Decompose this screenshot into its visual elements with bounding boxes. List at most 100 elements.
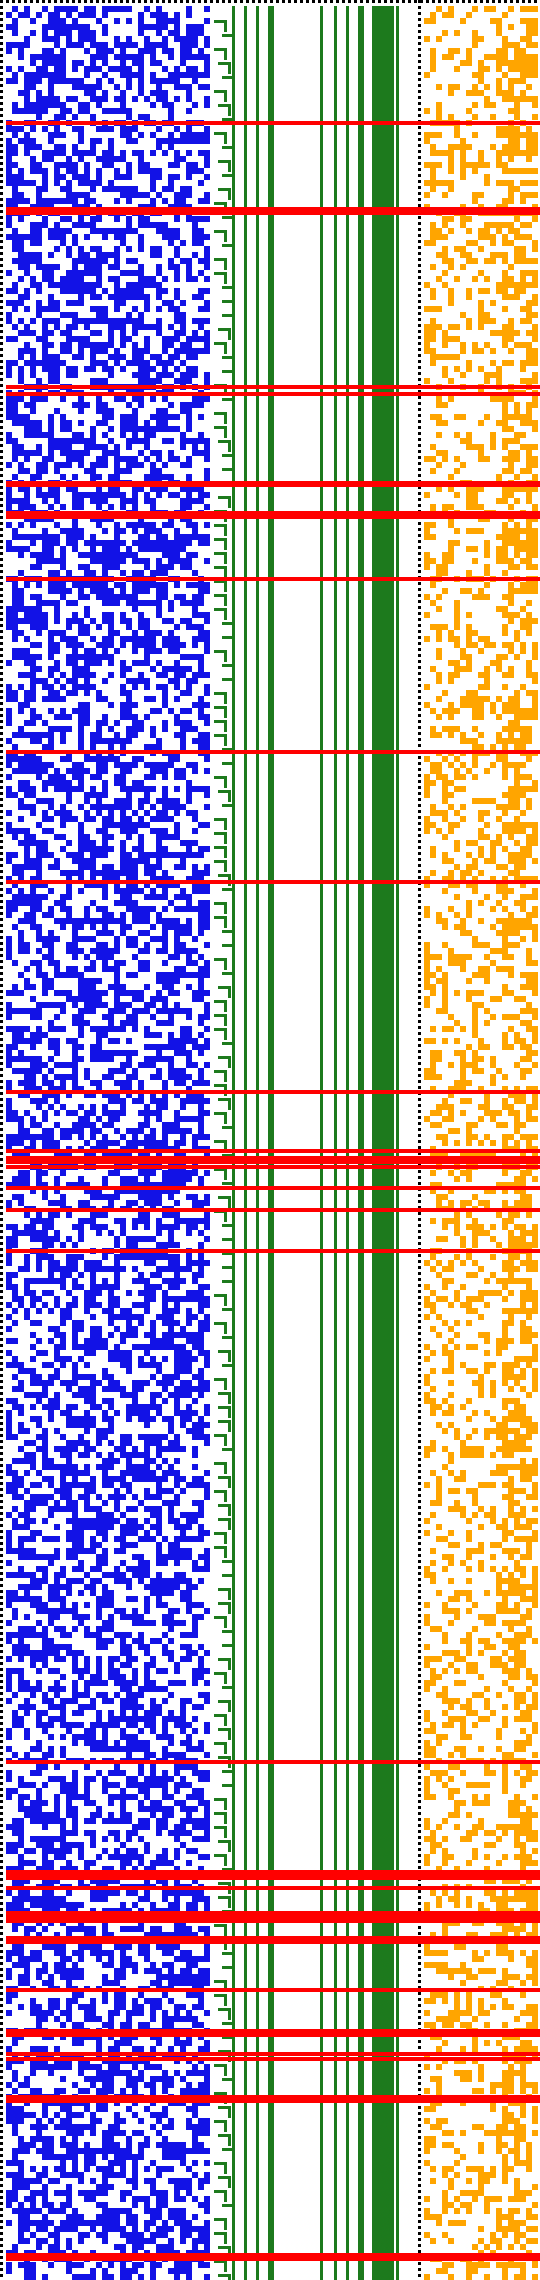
grid-cell <box>114 780 120 786</box>
grid-cell <box>6 432 12 438</box>
frame-dot <box>0 2034 3 2037</box>
frame-dot <box>418 1578 421 1581</box>
grid-cell <box>72 264 78 270</box>
grid-cell <box>84 102 90 108</box>
grid-cell <box>30 1140 36 1146</box>
grid-cell <box>24 306 30 312</box>
frame-dot <box>0 822 3 825</box>
grid-cell <box>30 960 36 966</box>
grid-cell <box>114 252 120 258</box>
grid-cell <box>78 594 84 600</box>
frame-dot <box>0 978 3 981</box>
grid-cell <box>12 1044 18 1050</box>
grid-cell <box>174 492 180 498</box>
grid-cell <box>198 876 204 882</box>
frame-dot <box>418 870 421 873</box>
grid-cell <box>42 1128 48 1134</box>
grid-cell <box>120 1026 126 1032</box>
grid-cell <box>30 522 36 528</box>
grid-cell <box>102 60 108 66</box>
grid-cell <box>78 78 84 84</box>
grid-cell <box>108 564 114 570</box>
grid-cell <box>198 744 204 750</box>
grid-cell <box>198 492 204 498</box>
grid-cell <box>108 738 114 744</box>
frame-dot <box>0 1344 3 1347</box>
grid-cell <box>24 966 30 972</box>
grid-cell <box>60 756 66 762</box>
grid-cell <box>36 78 42 84</box>
grid-cell <box>114 972 120 978</box>
grid-cell <box>66 168 72 174</box>
grid-cell <box>18 684 24 690</box>
grid-cell <box>66 768 72 774</box>
grid-cell <box>192 1272 198 1278</box>
grid-cell <box>138 66 144 72</box>
frame-dot <box>0 1776 3 1779</box>
grid-cell <box>120 852 126 858</box>
grid-cell <box>198 324 204 330</box>
frame-dot <box>418 486 421 489</box>
grid-cell <box>72 1074 78 1080</box>
frame-dot <box>418 990 421 993</box>
grid-cell <box>126 1152 132 1158</box>
grid-cell <box>192 786 198 792</box>
grid-cell <box>132 996 138 1002</box>
frame-dot <box>0 840 3 843</box>
grid-cell <box>42 156 48 162</box>
grid-cell <box>6 1284 12 1290</box>
grid-cell <box>6 66 12 72</box>
frame-dot <box>0 1788 3 1791</box>
grid-cell <box>162 90 168 96</box>
grid-cell <box>18 1056 24 1062</box>
grid-cell <box>36 714 42 720</box>
grid-cell <box>36 948 42 954</box>
grid-cell <box>168 162 174 168</box>
frame-dot <box>418 588 421 591</box>
grid-cell <box>132 888 138 894</box>
grid-cell <box>198 228 204 234</box>
grid-cell <box>144 1008 150 1014</box>
grid-cell <box>48 708 54 714</box>
grid-cell <box>66 528 72 534</box>
grid-cell <box>150 906 156 912</box>
grid-cell <box>42 306 48 312</box>
grid-cell <box>60 1380 66 1386</box>
grid-cell <box>48 306 54 312</box>
grid-cell <box>120 1068 126 1074</box>
grid-cell <box>48 1380 54 1386</box>
grid-cell <box>198 1284 204 1290</box>
grid-cell <box>180 1128 186 1134</box>
frame-dot <box>418 2148 421 2151</box>
grid-cell <box>114 996 120 1002</box>
grid-cell <box>180 594 186 600</box>
grid-cell <box>198 216 204 222</box>
grid-cell <box>96 48 102 54</box>
frame-dot <box>418 786 421 789</box>
grid-cell <box>132 492 138 498</box>
grid-cell <box>108 150 114 156</box>
grid-cell <box>192 1224 198 1230</box>
grid-cell <box>186 846 192 852</box>
grid-cell <box>204 1362 210 1368</box>
grid-cell <box>18 1362 24 1368</box>
frame-dot <box>0 2046 3 2049</box>
grid-cell <box>36 1032 42 1038</box>
grid-cell <box>156 294 162 300</box>
grid-cell <box>204 1380 210 1386</box>
grid-cell <box>186 168 192 174</box>
grid-cell <box>54 666 60 672</box>
frame-dot <box>0 48 3 51</box>
grid-cell <box>60 546 66 552</box>
grid-cell <box>138 348 144 354</box>
grid-cell <box>24 852 30 858</box>
frame-dot <box>0 414 3 417</box>
grid-cell <box>120 102 126 108</box>
grid-cell <box>24 732 30 738</box>
grid-cell <box>72 372 78 378</box>
grid-cell <box>198 990 204 996</box>
grid-cell <box>6 1242 12 1248</box>
grid-cell <box>96 42 102 48</box>
grid-cell <box>174 264 180 270</box>
frame-dot <box>418 1236 421 1239</box>
